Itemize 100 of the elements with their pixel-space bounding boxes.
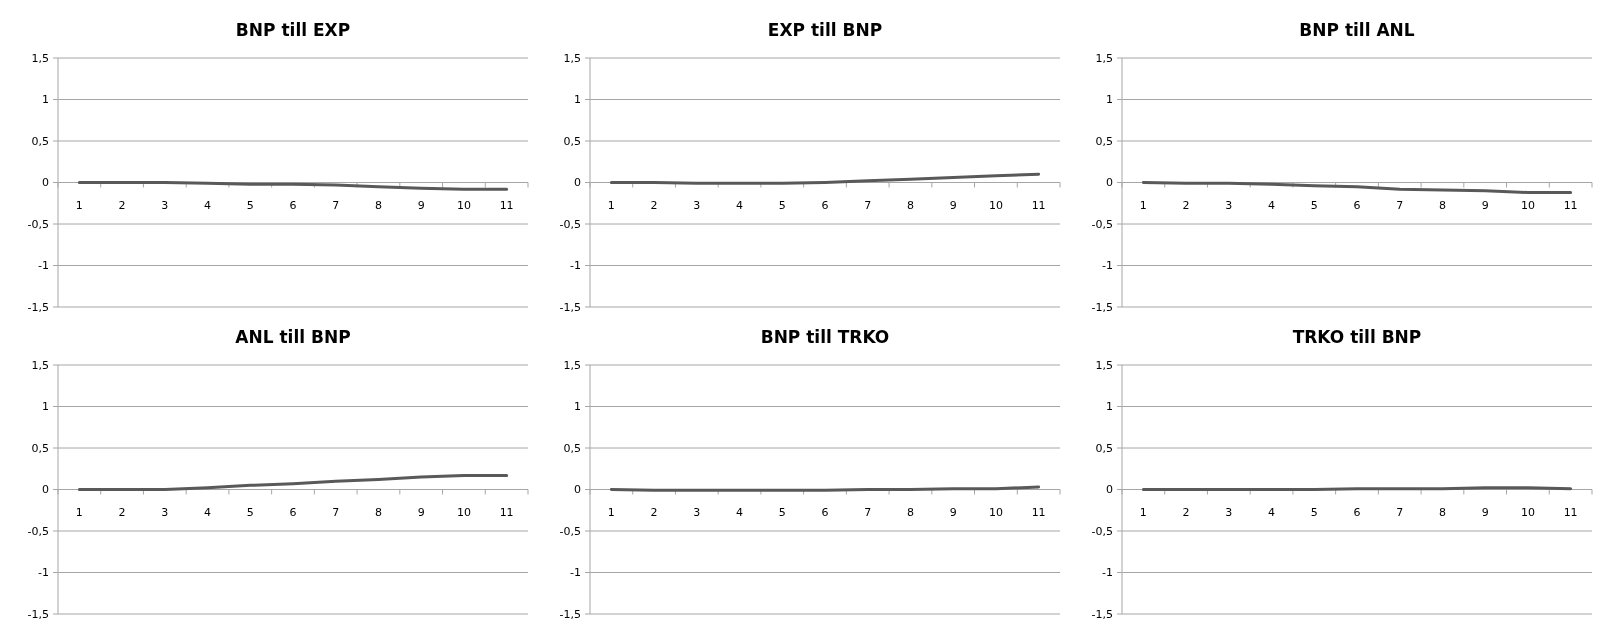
x-tick-label: 4 <box>204 505 212 519</box>
x-tick-label: 8 <box>374 505 382 519</box>
y-tick-label: 0 <box>42 176 49 190</box>
x-tick-label: 9 <box>949 505 957 519</box>
x-tick-label: 2 <box>1182 505 1190 519</box>
x-tick-label: 9 <box>1481 505 1489 519</box>
x-tick-label: 10 <box>1520 505 1535 519</box>
y-tick-label: -1,5 <box>27 607 49 621</box>
y-tick-label: -1,5 <box>1091 300 1113 314</box>
x-tick-label: 7 <box>1396 505 1404 519</box>
y-tick-label: 0 <box>574 483 581 497</box>
y-tick-label: 1 <box>42 400 49 414</box>
x-tick-label: 8 <box>1438 505 1446 519</box>
x-tick-label: 3 <box>1225 505 1233 519</box>
x-tick-label: 9 <box>417 505 425 519</box>
x-tick-label: 11 <box>499 505 514 519</box>
x-tick-label: 4 <box>204 198 212 212</box>
x-tick-label: 1 <box>607 505 615 519</box>
x-tick-label: 7 <box>332 198 340 212</box>
chart-title: BNP till TRKO <box>760 327 890 347</box>
chart-title: TRKO till BNP <box>1292 327 1422 347</box>
x-tick-label: 6 <box>289 505 297 519</box>
x-tick-label: 7 <box>864 505 872 519</box>
x-tick-label: 5 <box>778 198 786 212</box>
x-tick-label: 9 <box>417 198 425 212</box>
x-tick-label: 11 <box>1563 505 1578 519</box>
x-tick-label: 6 <box>289 198 297 212</box>
y-tick-label: -0,5 <box>1091 217 1113 231</box>
x-tick-label: 2 <box>650 198 658 212</box>
y-tick-label: 0 <box>574 176 581 190</box>
y-tick-label: 1 <box>574 93 581 107</box>
x-tick-label: 4 <box>736 505 744 519</box>
x-tick-label: 11 <box>1563 198 1578 212</box>
line-series <box>77 181 509 191</box>
x-tick-label: 11 <box>499 198 514 212</box>
x-tick-label: 6 <box>1353 505 1361 519</box>
y-tick-label: 1 <box>1106 93 1113 107</box>
x-tick-label: 10 <box>988 505 1003 519</box>
x-tick-label: 8 <box>906 198 914 212</box>
y-tick-label: 0,5 <box>31 441 49 455</box>
y-tick-label: 0 <box>1106 483 1113 497</box>
chart-title: ANL till BNP <box>235 327 351 347</box>
x-tick-label: 4 <box>1268 505 1276 519</box>
y-tick-label: 1 <box>574 400 581 414</box>
x-tick-label: 6 <box>821 505 829 519</box>
y-tick-label: 1 <box>42 93 49 107</box>
y-tick-label: -0,5 <box>27 217 49 231</box>
y-tick-label: 0,5 <box>563 134 581 148</box>
x-tick-label: 7 <box>1396 198 1404 212</box>
y-tick-label: -1 <box>1102 259 1113 273</box>
y-tick-label: -1 <box>1102 566 1113 580</box>
y-tick-label: -1 <box>38 259 49 273</box>
x-tick-label: 1 <box>75 505 83 519</box>
x-tick-label: 9 <box>949 198 957 212</box>
x-tick-label: 8 <box>374 198 382 212</box>
y-tick-label: -1,5 <box>559 300 581 314</box>
x-tick-label: 10 <box>988 198 1003 212</box>
line-series <box>1141 181 1573 194</box>
x-tick-label: 3 <box>161 505 169 519</box>
y-tick-label: -1 <box>38 566 49 580</box>
y-tick-label: -0,5 <box>559 217 581 231</box>
x-tick-label: 3 <box>693 198 701 212</box>
y-tick-label: -0,5 <box>559 524 581 538</box>
x-tick-label: 7 <box>332 505 340 519</box>
y-tick-label: 1,5 <box>1095 358 1113 372</box>
x-tick-label: 5 <box>246 198 254 212</box>
x-tick-label: 8 <box>1438 198 1446 212</box>
x-tick-label: 3 <box>1225 198 1233 212</box>
x-tick-label: 5 <box>1310 198 1318 212</box>
y-tick-label: -1 <box>570 566 581 580</box>
x-tick-label: 3 <box>693 505 701 519</box>
x-tick-label: 11 <box>1031 198 1046 212</box>
x-tick-label: 2 <box>118 505 126 519</box>
x-tick-label: 8 <box>906 505 914 519</box>
x-tick-label: 2 <box>1182 198 1190 212</box>
x-tick-label: 2 <box>118 198 126 212</box>
x-tick-label: 1 <box>75 198 83 212</box>
y-tick-label: 0 <box>42 483 49 497</box>
x-tick-label: 10 <box>456 198 471 212</box>
x-tick-label: 7 <box>864 198 872 212</box>
y-tick-label: 0,5 <box>1095 134 1113 148</box>
x-tick-label: 6 <box>821 198 829 212</box>
y-tick-label: -1,5 <box>1091 607 1113 621</box>
y-tick-label: 1,5 <box>31 358 49 372</box>
x-tick-label: 3 <box>161 198 169 212</box>
chart-title: BNP till ANL <box>1299 20 1415 40</box>
x-tick-label: 1 <box>1139 505 1147 519</box>
x-tick-label: 9 <box>1481 198 1489 212</box>
x-tick-label: 5 <box>778 505 786 519</box>
x-tick-label: 10 <box>456 505 471 519</box>
y-tick-label: 1,5 <box>563 358 581 372</box>
x-tick-label: 6 <box>1353 198 1361 212</box>
x-tick-label: 11 <box>1031 505 1046 519</box>
x-tick-label: 4 <box>736 198 744 212</box>
y-tick-label: -1 <box>570 259 581 273</box>
y-tick-label: 0,5 <box>31 134 49 148</box>
y-tick-label: -1,5 <box>27 300 49 314</box>
chart-title: BNP till EXP <box>235 20 351 40</box>
x-tick-label: 2 <box>650 505 658 519</box>
x-tick-label: 10 <box>1520 198 1535 212</box>
